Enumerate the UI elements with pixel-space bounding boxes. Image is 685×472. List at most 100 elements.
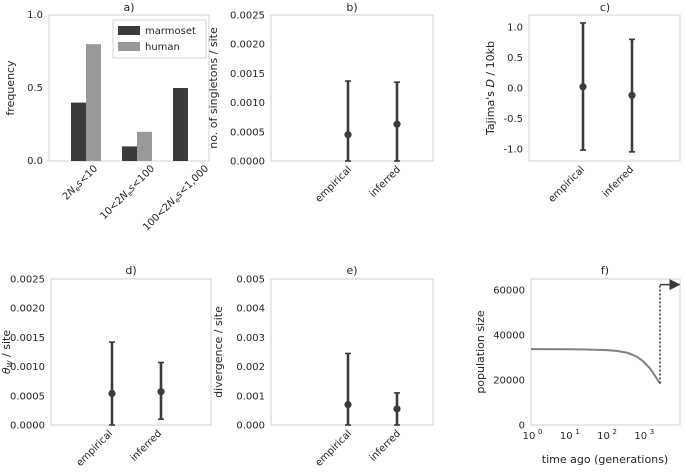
panel-f-xtick-0: 10 — [523, 431, 536, 442]
panel-b-ylabel: no. of singletons / site — [207, 27, 220, 149]
panel-f-ytick-1: 20000 — [493, 376, 525, 387]
panel-c-ytick-4: 1.0 — [507, 23, 523, 34]
panel-d-ytick-5: 0.0025 — [10, 275, 45, 286]
panel-f-ytick-3: 60000 — [493, 286, 525, 297]
panel-c-ytick-3: 0.5 — [507, 53, 523, 64]
panel-f-xtick-2: 10 — [597, 431, 610, 442]
point-empirical — [344, 400, 352, 409]
panel-b-singletons: b) no. of singletons / site 0.0000 0.0005… — [207, 1, 434, 205]
panel-f-ytick-0: 0 — [519, 421, 525, 432]
panel-e-ytick-5: 0.005 — [236, 275, 265, 286]
panel-e-xtick-empirical: empirical — [314, 428, 355, 469]
point-empirical — [579, 83, 587, 91]
panel-b-frame — [270, 14, 434, 162]
panel-f-xtick-3: 10 — [634, 431, 647, 442]
panel-a-ytick-1: 0.5 — [27, 83, 43, 94]
panel-a-frequency-bars: a) frequency 0.0 0.5 1.0 2Nes<10 10<2Nes… — [4, 1, 212, 234]
panel-f-xtick-exp-1: 1 — [575, 428, 579, 436]
panel-d-xtick-empirical: empirical — [75, 428, 116, 469]
bar-marmoset-1 — [122, 146, 137, 161]
bar-human-0 — [86, 44, 101, 162]
point-inferred — [628, 91, 636, 99]
panel-a-legend: marmoset human — [112, 19, 207, 59]
point-empirical — [344, 131, 352, 139]
panel-f-lines — [530, 279, 681, 384]
panel-f-frame — [530, 278, 681, 426]
panel-b-yticks: 0.0000 0.0005 0.0010 0.0015 0.0020 0.0025 — [230, 11, 265, 168]
panel-d-yticks: 0.0000 0.0005 0.0010 0.0015 0.0020 0.0025 — [10, 275, 45, 432]
panel-e-points — [344, 352, 401, 426]
panel-f-title: f) — [601, 264, 609, 277]
panel-e-yticks: 0.000 0.001 0.002 0.003 0.004 0.005 — [236, 275, 265, 432]
panel-b-xtick-inferred: inferred — [368, 164, 403, 199]
bar-marmoset-0 — [71, 102, 86, 161]
panel-c-ytick-1: -0.5 — [503, 114, 523, 125]
point-inferred — [393, 120, 401, 128]
panel-e-ylabel: divergence / site — [212, 306, 225, 398]
panel-c-xtick-inferred: inferred — [601, 164, 636, 199]
panel-f-xtick-1: 10 — [560, 431, 573, 442]
panel-a-xtick-0: 2Nes<10 — [61, 163, 101, 203]
panel-d-ylabel: θW / site — [0, 330, 14, 374]
legend-label-marmoset: marmoset — [145, 26, 196, 37]
panel-c-ylabel: Tajima's D / 10kb — [484, 41, 497, 136]
panel-d-ytick-2: 0.0010 — [10, 362, 45, 373]
panel-f-ytick-2: 40000 — [493, 331, 525, 342]
panel-b-ytick-2: 0.0010 — [230, 98, 265, 109]
panel-e-ytick-1: 0.001 — [236, 391, 265, 402]
bar-human-1 — [137, 131, 152, 161]
panel-b-ytick-0: 0.0000 — [230, 157, 265, 168]
panel-e-ytick-2: 0.002 — [236, 362, 265, 373]
panel-a-xtick-1: 10<2Nes<100 — [98, 163, 157, 222]
panel-d-xtick-inferred: inferred — [129, 428, 164, 463]
panel-e-title: e) — [346, 264, 357, 277]
panel-b-points — [344, 80, 401, 162]
panel-a-ytick-2: 1.0 — [27, 10, 43, 21]
panel-f-population-size: f) population size time ago (generations… — [474, 264, 681, 466]
panel-b-title: b) — [346, 1, 357, 14]
panel-e-ytick-0: 0.000 — [236, 421, 265, 432]
panel-c-xtick-empirical: empirical — [547, 164, 588, 205]
panel-d-ytick-4: 0.0020 — [10, 304, 45, 315]
panel-c-frame — [528, 14, 681, 162]
point-inferred — [157, 388, 165, 396]
panel-a-bars — [71, 44, 188, 162]
panel-c-ytick-2: 0.0 — [507, 84, 523, 95]
panel-c-ytick-0: -1.0 — [503, 144, 523, 155]
panel-a-ytick-0: 0.0 — [27, 156, 43, 167]
point-empirical — [108, 389, 116, 398]
legend-label-human: human — [145, 42, 180, 53]
panel-d-title: d) — [125, 264, 136, 277]
panel-a-ylabel: frequency — [4, 60, 17, 116]
panel-f-xtick-exp-3: 3 — [650, 428, 654, 436]
panel-f-xlabel: time ago (generations) — [542, 453, 668, 466]
panel-d-ytick-0: 0.0000 — [10, 421, 45, 432]
panel-c-title: c) — [600, 1, 610, 14]
panel-d-points — [108, 341, 165, 426]
panel-d-theta-w: d) θW / site 0.00000.00050.00100.00150.0… — [0, 264, 212, 469]
panel-a-title: a) — [123, 1, 134, 14]
panel-d-ytick-1: 0.0005 — [10, 391, 45, 402]
panel-b-xtick-empirical: empirical — [314, 164, 355, 205]
panel-b-ytick-1: 0.0005 — [230, 127, 265, 138]
panel-e-ytick-4: 0.004 — [236, 304, 265, 315]
panel-f-xtick-exp-0: 0 — [538, 428, 542, 436]
panel-c-tajimas-d: c) Tajima's D / 10kb -1.0 -0.5 0.0 0.5 1.0 e… — [484, 1, 681, 205]
bar-marmoset-2 — [173, 88, 188, 161]
panel-b-ytick-5: 0.0025 — [230, 11, 265, 22]
panel-c-points — [579, 22, 636, 153]
panel-b-ytick-4: 0.0020 — [230, 40, 265, 51]
panel-e-ytick-3: 0.003 — [236, 333, 265, 344]
panel-c-yticks: -1.0 -0.5 0.0 0.5 1.0 — [503, 23, 523, 156]
point-inferred — [393, 405, 401, 413]
panel-e-divergence: e) divergence / site 0.0000.0010.0020.00… — [212, 264, 434, 469]
panel-f-ylabel: population size — [474, 310, 487, 394]
panel-d-frame — [50, 278, 212, 426]
panel-b-ytick-3: 0.0015 — [230, 69, 265, 80]
panel-e-frame — [270, 278, 434, 426]
legend-swatch-marmoset — [118, 26, 140, 35]
population-size-line — [530, 348, 661, 384]
panel-e-xtick-inferred: inferred — [368, 428, 403, 463]
